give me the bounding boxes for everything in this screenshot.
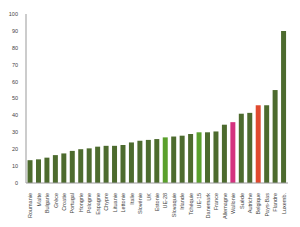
svg-text:Estonie: Estonie <box>154 193 160 211</box>
svg-text:Portugal: Portugal <box>69 193 75 214</box>
svg-text:Bulgarie: Bulgarie <box>44 193 50 213</box>
svg-text:Flandre: Flandre <box>272 193 278 212</box>
svg-text:70: 70 <box>12 62 18 68</box>
svg-text:Italie: Italie <box>129 193 135 205</box>
svg-text:Hongrie: Hongrie <box>78 193 84 212</box>
svg-text:Lettonie: Lettonie <box>120 193 126 213</box>
svg-text:Irlande: Irlande <box>179 193 185 210</box>
svg-text:Danemark: Danemark <box>205 193 211 219</box>
svg-text:Espagne: Espagne <box>95 193 101 215</box>
svg-text:Chypre: Chypre <box>103 193 109 211</box>
svg-text:Luxemb.: Luxemb. <box>281 193 287 215</box>
svg-text:100: 100 <box>9 11 18 17</box>
svg-text:Tchéquie: Tchéquie <box>188 193 194 215</box>
svg-text:UK: UK <box>146 193 152 201</box>
svg-text:Malte: Malte <box>36 193 42 206</box>
svg-text:Wallonie: Wallonie <box>230 193 236 214</box>
svg-text:Autriche: Autriche <box>247 193 253 213</box>
svg-text:UE-28: UE-28 <box>162 193 168 209</box>
svg-text:UE-15: UE-15 <box>196 193 202 209</box>
svg-text:Allemagne: Allemagne <box>222 193 228 219</box>
svg-text:10: 10 <box>12 163 18 169</box>
svg-text:0: 0 <box>15 180 18 186</box>
svg-text:Belgique: Belgique <box>255 193 261 214</box>
svg-text:Slovaquie: Slovaquie <box>171 193 177 217</box>
svg-text:20: 20 <box>12 146 18 152</box>
svg-text:80: 80 <box>12 45 18 51</box>
svg-text:60: 60 <box>12 79 18 85</box>
svg-text:50: 50 <box>12 95 18 101</box>
svg-text:Croatie: Croatie <box>61 193 67 211</box>
svg-text:40: 40 <box>12 112 18 118</box>
svg-text:90: 90 <box>12 28 18 34</box>
svg-text:Roumanie: Roumanie <box>27 193 33 218</box>
svg-text:Pologne: Pologne <box>86 193 92 213</box>
svg-text:Suède: Suède <box>239 193 245 209</box>
svg-text:France: France <box>213 193 219 210</box>
svg-text:30: 30 <box>12 129 18 135</box>
svg-text:Grèce: Grèce <box>53 193 59 208</box>
svg-text:Slovénie: Slovénie <box>137 193 143 214</box>
svg-text:Pays-Bas: Pays-Bas <box>264 193 270 217</box>
svg-text:Lituanie: Lituanie <box>112 193 118 212</box>
